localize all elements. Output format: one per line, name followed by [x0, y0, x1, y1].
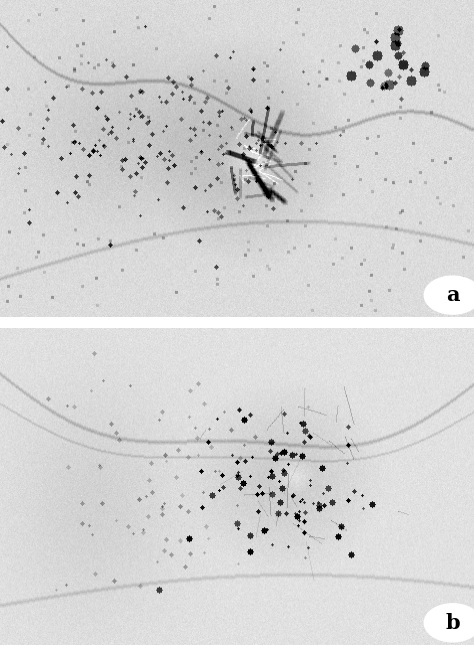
- Text: b: b: [446, 613, 460, 633]
- Circle shape: [424, 276, 474, 314]
- Circle shape: [424, 604, 474, 642]
- Text: a: a: [446, 285, 459, 305]
